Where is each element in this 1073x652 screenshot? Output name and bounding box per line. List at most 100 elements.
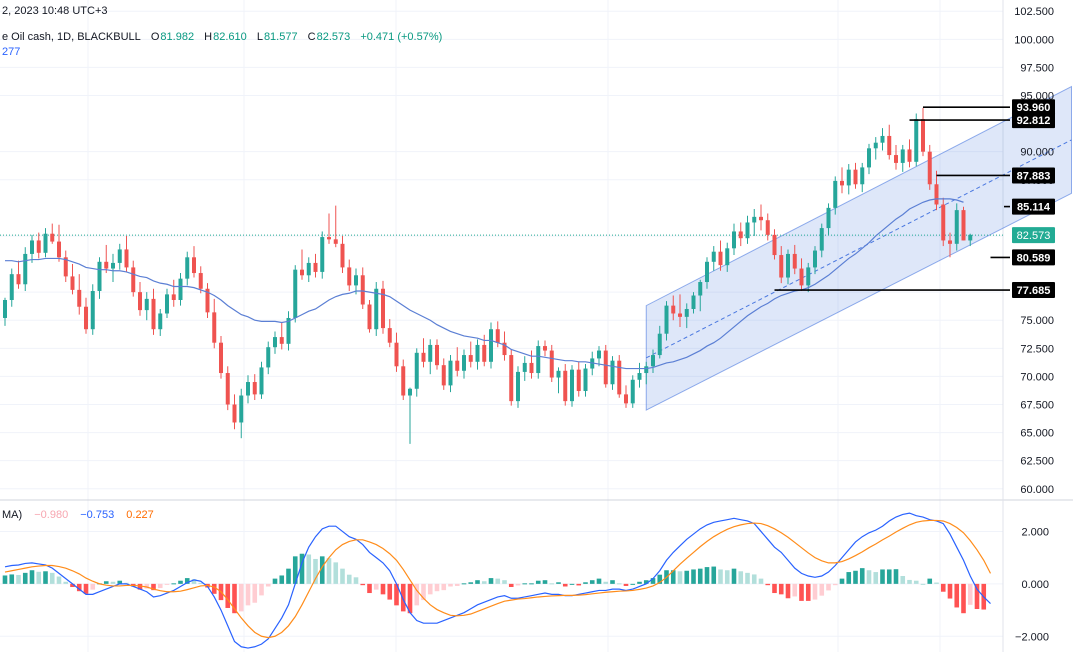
- candle: [192, 246, 196, 278]
- macd-histogram-bar: [711, 566, 717, 584]
- candle: [597, 346, 601, 367]
- macd-histogram-bar: [461, 583, 467, 585]
- macd-histogram-bar: [542, 580, 548, 584]
- candle-body: [50, 233, 55, 242]
- macd-histogram-bar: [157, 583, 163, 589]
- level-tag-box: [1012, 198, 1055, 215]
- macd-histogram-bar: [427, 583, 433, 595]
- candle-body: [509, 355, 514, 402]
- candle-body: [97, 261, 102, 292]
- candle-body: [522, 362, 527, 372]
- low-label: L: [256, 31, 263, 43]
- macd-line-value: −0.753: [80, 509, 115, 521]
- symbol-title[interactable]: e Oil cash, 1D, BLACKBULL: [2, 31, 141, 43]
- macd-histogram-bar: [508, 583, 514, 588]
- macd-histogram-bar: [502, 580, 507, 584]
- candle: [576, 361, 581, 397]
- macd-histogram-bar: [826, 583, 831, 591]
- candle-body: [961, 210, 966, 241]
- price-tick-label: 65.000: [1020, 428, 1054, 440]
- candle-body: [873, 142, 878, 149]
- candle: [246, 375, 250, 404]
- candle-body: [246, 382, 250, 396]
- ma-legend[interactable]: 277: [2, 46, 21, 58]
- low-value: 81.577: [263, 31, 298, 43]
- price-tick-label: 67.500: [1020, 399, 1054, 411]
- macd-histogram-bar: [954, 583, 960, 608]
- candle-body: [549, 350, 554, 378]
- macd-histogram-bar: [306, 554, 312, 584]
- candle-body: [354, 275, 358, 286]
- candle: [819, 223, 824, 258]
- candle: [198, 266, 203, 294]
- macd-histogram-bar: [657, 574, 663, 584]
- candle: [711, 246, 716, 271]
- macd-histogram-bar: [886, 569, 892, 584]
- candle-body: [239, 395, 244, 423]
- candle-body: [435, 344, 439, 366]
- candle-body: [300, 269, 304, 276]
- candle: [30, 234, 34, 263]
- macd-histogram-bar: [340, 568, 345, 584]
- candle: [772, 229, 777, 260]
- candle: [522, 356, 527, 381]
- macd-histogram-bar: [603, 581, 609, 584]
- candle: [340, 235, 345, 274]
- candle: [205, 283, 210, 318]
- candle: [516, 366, 520, 408]
- candle: [954, 203, 959, 251]
- candle-body: [57, 241, 61, 258]
- candle-body: [77, 289, 82, 307]
- candle-body: [610, 360, 615, 385]
- candle: [3, 297, 7, 326]
- candle: [360, 267, 365, 309]
- macd-histogram-bar: [873, 572, 879, 584]
- macd-histogram-bar: [137, 583, 143, 590]
- candle-body: [360, 275, 365, 305]
- macd-histogram-bar: [380, 583, 386, 595]
- candle-body: [907, 149, 912, 162]
- candle: [732, 223, 736, 256]
- high-value: 82.610: [213, 31, 247, 43]
- candle: [475, 339, 480, 370]
- price-tick-label: 75.000: [1020, 315, 1054, 327]
- candle-body: [293, 269, 298, 318]
- candle-body: [306, 262, 311, 276]
- candle: [691, 292, 696, 314]
- candle-body: [475, 344, 480, 362]
- candle-body: [941, 204, 946, 241]
- candle-body: [759, 216, 763, 221]
- macd-histogram-bar: [448, 583, 453, 587]
- macd-legend[interactable]: MA) −0.980 −0.753 0.227: [2, 509, 155, 521]
- macd-histogram-bar: [441, 583, 447, 591]
- candle-body: [259, 367, 264, 395]
- candle-body: [3, 300, 7, 318]
- macd-histogram-bar: [846, 572, 852, 584]
- macd-histogram-bar: [589, 580, 595, 584]
- level-tag-label: 77.685: [1017, 285, 1051, 297]
- candle-body: [158, 313, 163, 330]
- candle: [212, 298, 217, 349]
- candle: [408, 387, 412, 444]
- candle-body: [948, 240, 952, 244]
- candle: [556, 367, 561, 394]
- candle: [293, 265, 298, 323]
- macd-histogram-bar: [29, 570, 35, 584]
- macd-histogram-bar: [225, 583, 231, 608]
- candle: [610, 356, 615, 390]
- candle-body: [570, 369, 574, 402]
- candle: [111, 253, 115, 283]
- macd-histogram-bar: [43, 571, 48, 584]
- candle: [306, 257, 311, 283]
- macd-histogram-bar: [346, 574, 352, 584]
- candle-body: [806, 267, 811, 286]
- candle: [367, 300, 372, 333]
- candle: [273, 331, 277, 354]
- candle: [266, 341, 271, 375]
- candle: [887, 124, 892, 160]
- macd-histogram-bar: [144, 583, 150, 589]
- candle: [570, 365, 574, 407]
- candle-body: [894, 155, 898, 163]
- level-tag-label: 87.883: [1017, 170, 1051, 182]
